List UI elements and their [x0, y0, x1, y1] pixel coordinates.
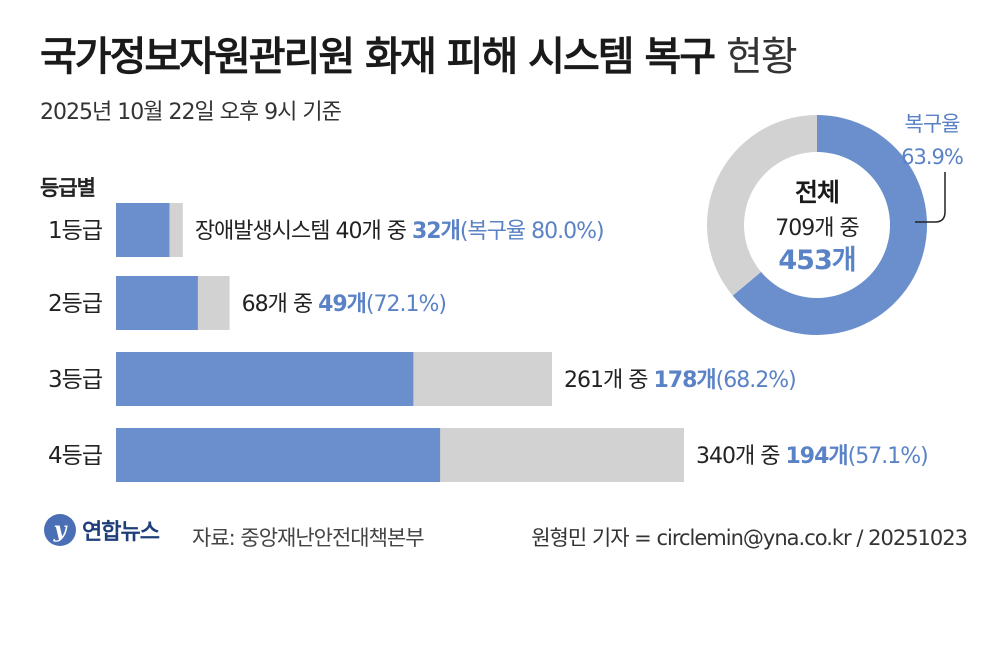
- label-recovered: 194개: [785, 444, 847, 469]
- bar-value-label: 261개 중 178개(68.2%): [564, 368, 796, 393]
- bar-value-label: 68개 중 49개(72.1%): [242, 292, 446, 317]
- donut-center-line: 709개 중: [775, 216, 859, 241]
- credit-text: 원형민 기자 = circlemin@yna.co.kr / 20251023: [531, 526, 968, 550]
- label-prefix: 68개 중: [242, 292, 318, 317]
- logo-text: 연합뉴스: [82, 520, 160, 545]
- label-rate: (복구율 80.0%): [460, 219, 604, 244]
- footer-logo: y 연합뉴스: [44, 514, 160, 546]
- label-rate: (72.1%): [366, 292, 446, 317]
- category-label: 2등급: [48, 291, 102, 317]
- callout-label: 복구율: [905, 112, 961, 136]
- category-label: 1등급: [48, 218, 102, 244]
- bar-recovered: [116, 428, 441, 482]
- yonhap-logo-icon: y: [44, 514, 76, 546]
- label-prefix: 261개 중: [564, 368, 653, 393]
- donut-slice-remaining: [707, 115, 817, 296]
- category-label: 3등급: [48, 367, 102, 393]
- page-title: 국가정보자원관리원 화재 피해 시스템 복구 현황: [40, 24, 798, 82]
- label-prefix: 340개 중: [696, 444, 785, 469]
- title-main: 국가정보자원관리원 화재 피해 시스템 복구: [40, 34, 716, 80]
- label-rate: (57.1%): [848, 444, 928, 469]
- bar-recovered: [116, 203, 170, 257]
- title-light: 현황: [726, 34, 798, 80]
- page-subtitle: 2025년 10월 22일 오후 9시 기준: [40, 100, 342, 125]
- category-label: 4등급: [48, 443, 102, 469]
- donut-center-title: 전체: [795, 178, 839, 207]
- donut-slice-recovered: [732, 115, 927, 335]
- bar-value-label: 장애발생시스템 40개 중 32개(복구율 80.0%): [195, 219, 604, 244]
- label-rate: (68.2%): [716, 368, 796, 393]
- donut-center-value: 453개: [778, 245, 855, 276]
- label-recovered: 49개: [318, 292, 366, 317]
- bar-value-label: 340개 중 194개(57.1%): [696, 444, 928, 469]
- label-recovered: 178개: [653, 368, 715, 393]
- callout-value: 63.9%: [901, 145, 963, 169]
- bar-recovered: [116, 352, 414, 406]
- label-prefix: 장애발생시스템 40개 중: [195, 219, 412, 244]
- label-recovered: 32개: [412, 219, 460, 244]
- grade-header: 등급별: [40, 176, 96, 200]
- callout-leader-line: [915, 172, 946, 223]
- bar-recovered: [116, 276, 198, 330]
- source-text: 자료: 중앙재난안전대책본부: [192, 526, 425, 550]
